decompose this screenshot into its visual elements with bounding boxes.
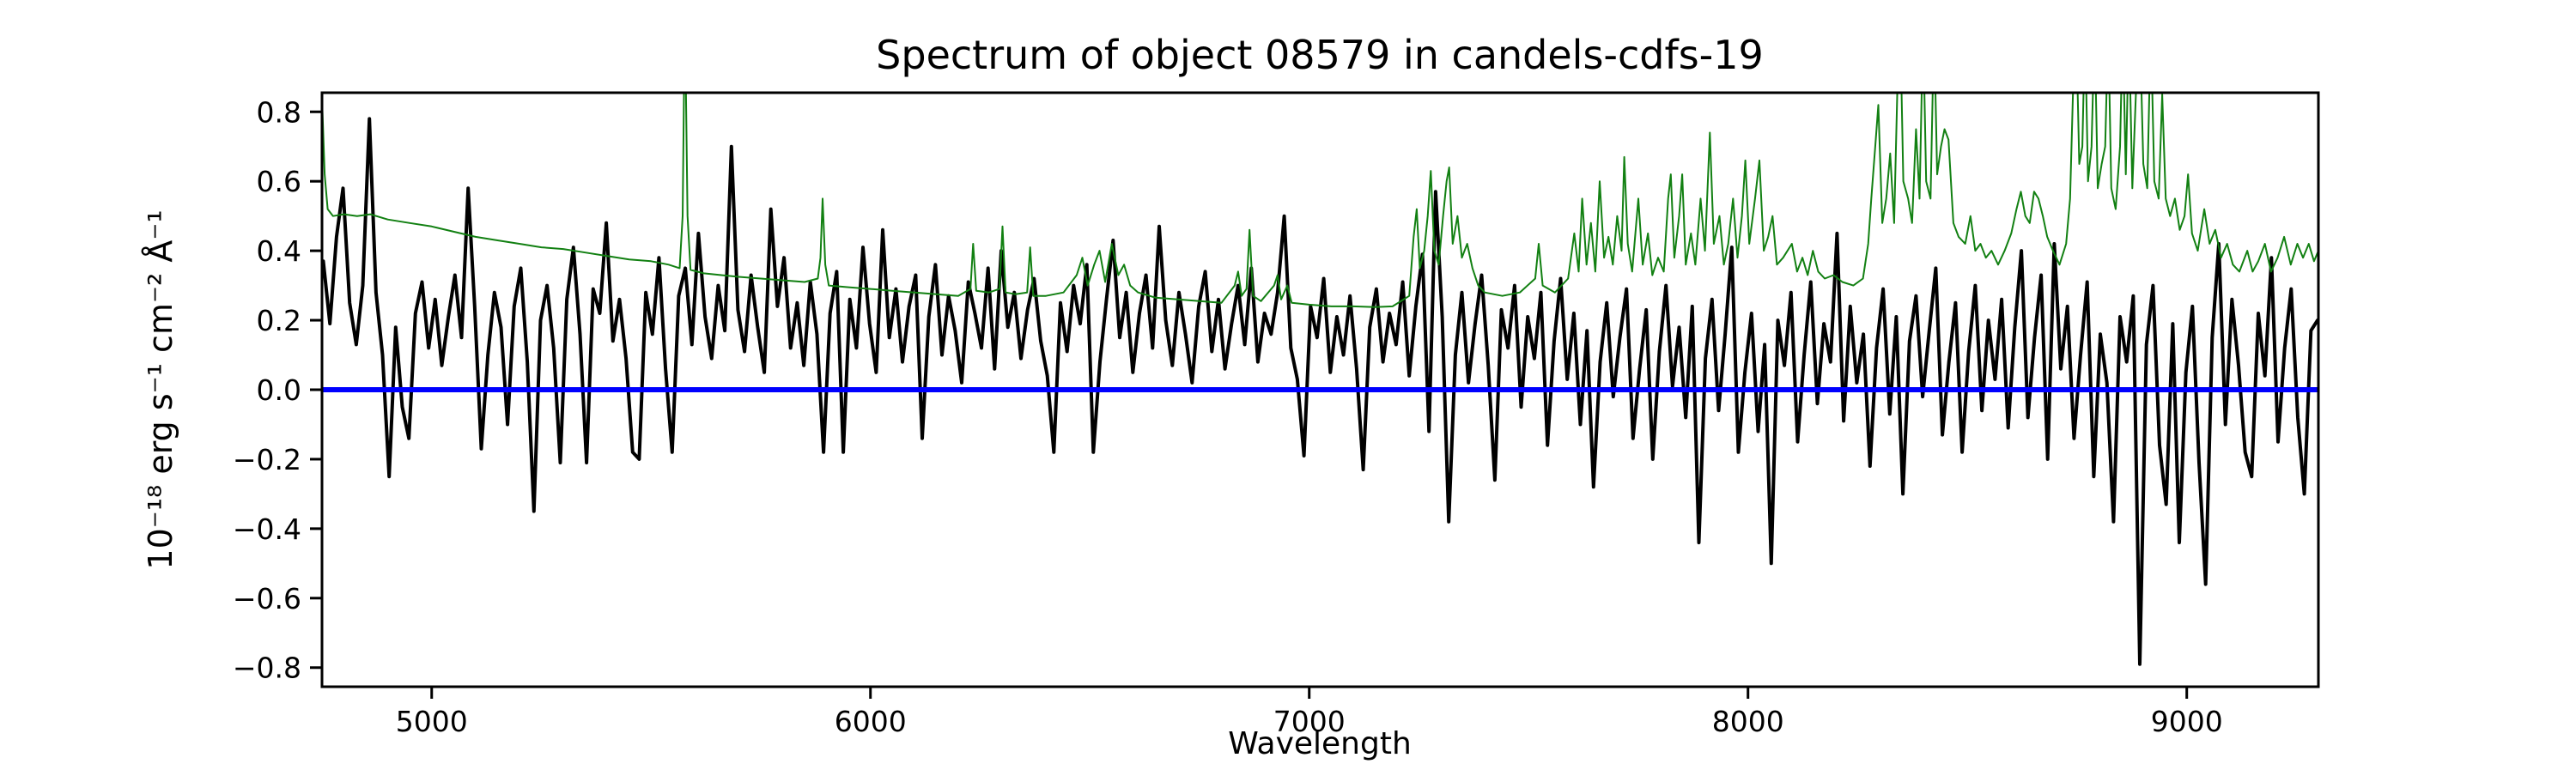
plot-area	[322, 93, 2318, 666]
y-axis-ticks: 0.8 0.6 0.4 0.2 0.0 −0.2 −0.4 −0.6 −0.8	[233, 95, 322, 685]
x-tick-label: 7000	[1273, 705, 1346, 738]
x-tick-label: 6000	[835, 705, 907, 738]
y-axis-label: 10⁻¹⁸ erg s⁻¹ cm⁻² Å⁻¹	[142, 209, 179, 569]
y-tick-label: 0.4	[257, 234, 301, 268]
y-tick-label: −0.2	[233, 443, 301, 476]
x-axis-ticks: 5000 6000 7000 8000 9000	[396, 687, 2223, 738]
x-axis-label: Wavelength	[1228, 726, 1412, 761]
y-tick-label: 0.2	[257, 304, 301, 337]
y-tick-label: −0.4	[233, 512, 301, 546]
x-tick-label: 5000	[396, 705, 468, 738]
x-tick-label: 8000	[1712, 705, 1784, 738]
y-tick-label: 0.6	[257, 165, 301, 198]
sky-spectrum-line	[322, 93, 2318, 308]
object-spectrum-line	[322, 117, 2318, 666]
chart-title: Spectrum of object 08579 in candels-cdfs…	[876, 32, 1764, 78]
y-tick-label: 0.8	[257, 95, 301, 129]
y-tick-label: −0.6	[233, 582, 301, 615]
y-tick-label: −0.8	[233, 652, 301, 685]
x-tick-label: 9000	[2151, 705, 2223, 738]
y-tick-label: 0.0	[257, 373, 301, 407]
